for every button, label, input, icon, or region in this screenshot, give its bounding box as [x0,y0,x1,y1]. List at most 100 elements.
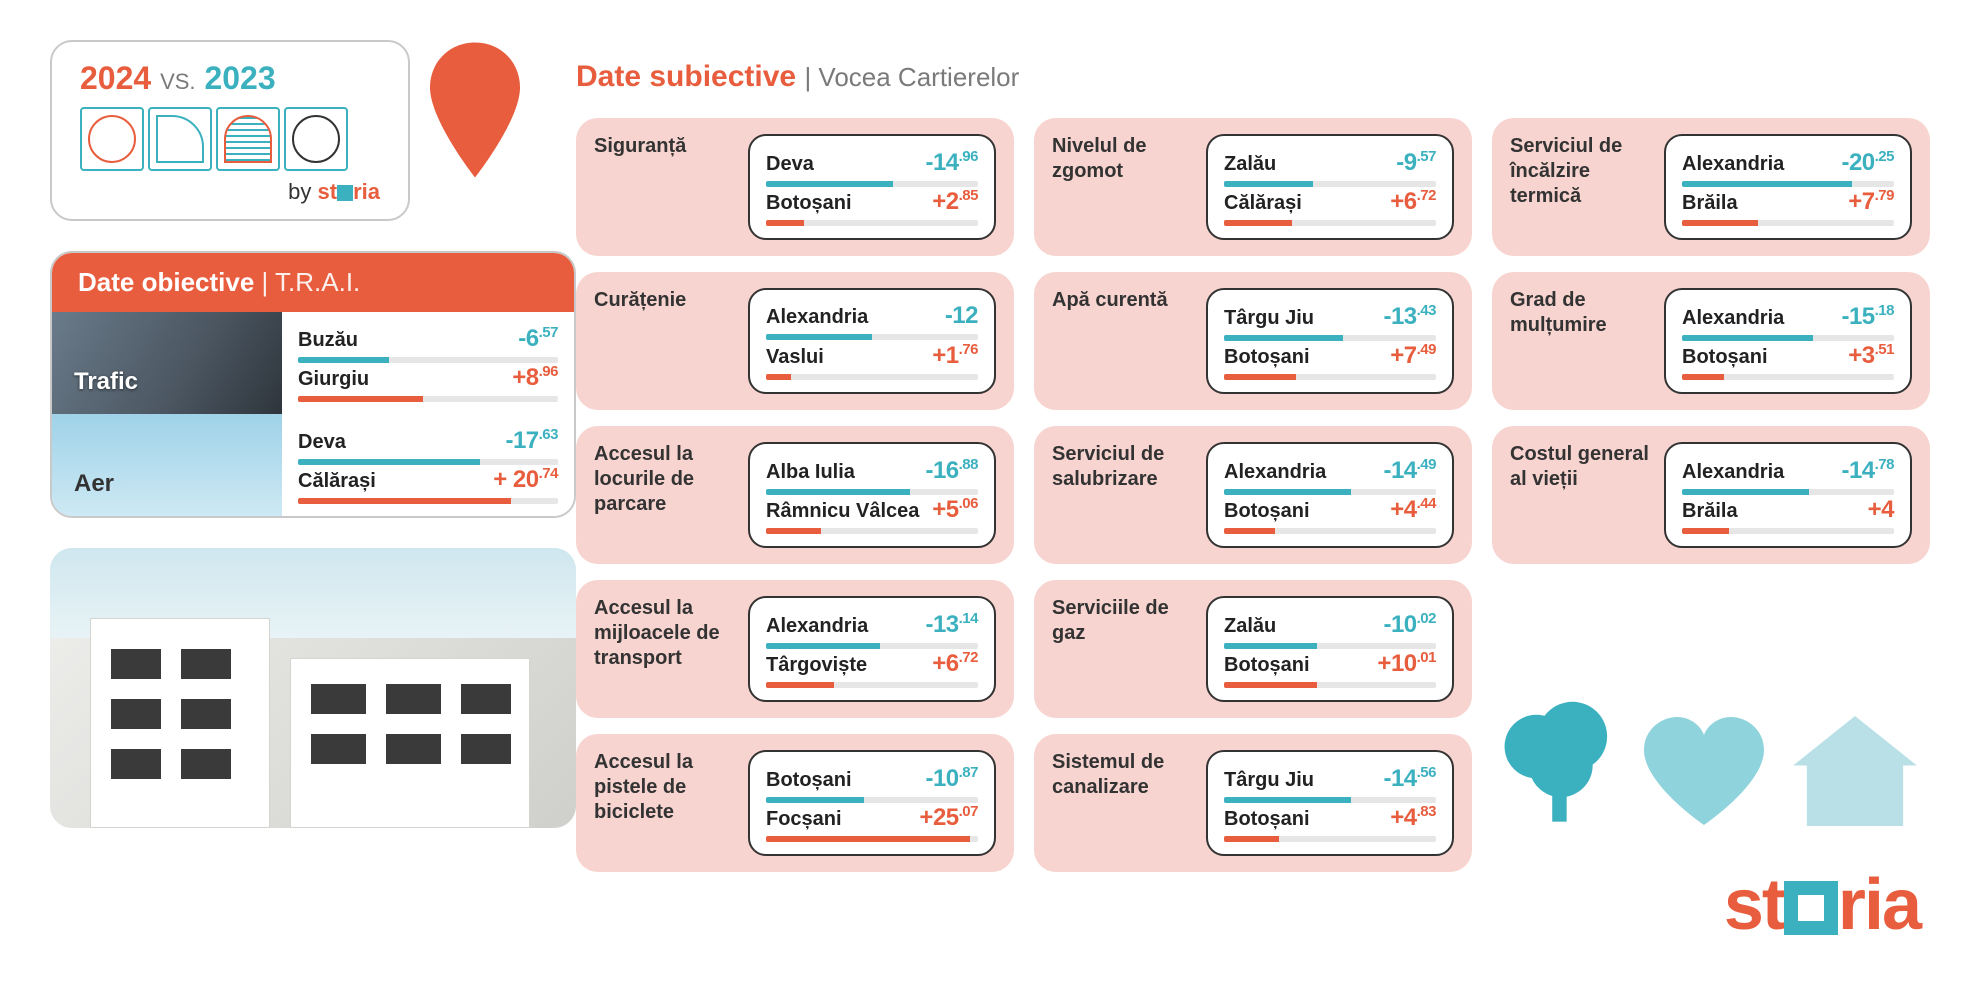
city-name: Târgu Jiu [1224,307,1314,330]
value-number: -14.78 [1841,456,1894,485]
city-name: Râmnicu Vâlcea [766,500,919,523]
city-name: Botoșani [1224,500,1310,523]
value-row: Focșani +25.07 [766,803,978,842]
metric-values: Târgu Jiu -13.43 Botoșani +7.49 [1206,288,1454,394]
value-number: -15.18 [1841,302,1894,331]
value-bar [1224,836,1436,842]
objective-label: Aer [52,414,282,516]
value-bar [766,489,978,495]
city-name: Botoșani [1224,654,1310,677]
metric-card: Curățenie Alexandria -12 Vaslui +1.76 [576,272,1014,410]
metric-values: Alexandria -14.49 Botoșani +4.44 [1206,442,1454,548]
value-bar [1224,528,1436,534]
metric-card: Apă curentă Târgu Jiu -13.43 Botoșani +7… [1034,272,1472,410]
city-name: Botoșani [766,192,852,215]
city-name: Târgoviște [766,654,867,677]
value-row: Zalău -9.57 [1224,148,1436,187]
city-name: Focșani [766,808,842,831]
city-name: Călărași [298,470,376,493]
value-row: Giurgiu +8.96 [298,363,558,402]
value-bar [1224,682,1436,688]
value-number: +10.01 [1377,649,1436,678]
value-row: Brăila +7.79 [1682,187,1894,226]
city-name: Zalău [1224,615,1276,638]
value-bar [1224,335,1436,341]
storia-square-icon [1784,881,1838,935]
value-row: Alexandria -14.49 [1224,456,1436,495]
value-number: -17.63 [505,426,558,455]
city-name: Deva [766,153,814,176]
value-row: Botoșani +4.44 [1224,495,1436,534]
value-number: -13.43 [1383,302,1436,331]
city-name: Alexandria [1682,153,1784,176]
year-2024: 2024 [80,60,151,96]
value-number: -9.57 [1396,148,1436,177]
city-name: Alexandria [1682,307,1784,330]
metric-card: Serviciul de salubrizare Alexandria -14.… [1034,426,1472,564]
value-row: Alexandria -13.14 [766,610,978,649]
metric-values: Zalău -9.57 Călărași +6.72 [1206,134,1454,240]
trai-letter-i [284,107,348,171]
value-number: -14.49 [1383,456,1436,485]
value-number: +4 [1868,496,1894,524]
metric-label: Sistemul de canalizare [1052,750,1192,856]
value-bar [298,498,558,504]
building-photo [50,548,576,828]
value-number: -14.56 [1383,764,1436,793]
value-row: Botoșani -10.87 [766,764,978,803]
subjective-title: Date subiective | Vocea Cartierelor [576,60,1930,94]
value-bar [1682,335,1894,341]
metric-label: Accesul la locurile de parcare [594,442,734,548]
value-bar [298,396,558,402]
value-row: Deva -14.96 [766,148,978,187]
metric-values: Alexandria -13.14 Târgoviște +6.72 [748,596,996,702]
city-name: Alba Iulia [766,461,855,484]
value-row: Târgoviște +6.72 [766,649,978,688]
metric-values: Zalău -10.02 Botoșani +10.01 [1206,596,1454,702]
objective-header: Date obiective | T.R.A.I. [52,253,574,312]
metric-card: Serviciul de încălzire termică Alexandri… [1492,118,1930,256]
value-bar [298,459,558,465]
metric-label: Serviciile de gaz [1052,596,1192,702]
value-row: Botoșani +2.85 [766,187,978,226]
metric-values: Alexandria -14.78 Brăila +4 [1664,442,1912,548]
value-number: -12 [945,302,978,330]
trai-letter-t [80,107,144,171]
city-name: Deva [298,431,346,454]
value-bar [766,181,978,187]
value-bar [1224,797,1436,803]
storia-logo: stria [1724,864,1920,946]
value-bar [1224,374,1436,380]
value-row: Botoșani +10.01 [1224,649,1436,688]
city-name: Călărași [1224,192,1302,215]
metric-values: Târgu Jiu -14.56 Botoșani +4.83 [1206,750,1454,856]
value-number: -16.88 [925,456,978,485]
value-bar [1682,374,1894,380]
year-row: 2024 VS. 2023 [80,60,380,97]
city-name: Zalău [1224,153,1276,176]
objective-label: Trafic [52,312,282,414]
city-name: Alexandria [1224,461,1326,484]
metric-card: Siguranță Deva -14.96 Botoșani +2.85 [576,118,1014,256]
city-name: Buzău [298,329,358,352]
metric-label: Serviciul de salubrizare [1052,442,1192,548]
metric-label: Accesul la mijloacele de transport [594,596,734,702]
value-bar [766,220,978,226]
metric-values: Botoșani -10.87 Focșani +25.07 [748,750,996,856]
value-number: + 20.74 [493,465,558,494]
house-icon [1790,716,1920,826]
value-number: -10.87 [925,764,978,793]
value-row: Alexandria -15.18 [1682,302,1894,341]
metric-card: Accesul la mijloacele de transport Alexa… [576,580,1014,718]
metric-card: Grad de mulțumire Alexandria -15.18 Boto… [1492,272,1930,410]
city-name: Botoșani [1224,808,1310,831]
metric-card: Costul general al vieții Alexandria -14.… [1492,426,1930,564]
metric-label: Serviciul de încălzire termică [1510,134,1650,240]
value-number: +25.07 [919,803,978,832]
value-number: +6.72 [932,649,978,678]
city-name: Târgu Jiu [1224,769,1314,792]
metric-card: Serviciile de gaz Zalău -10.02 Botoșani … [1034,580,1472,718]
value-number: +1.76 [932,341,978,370]
value-bar [1682,181,1894,187]
metric-label: Grad de mulțumire [1510,288,1650,394]
